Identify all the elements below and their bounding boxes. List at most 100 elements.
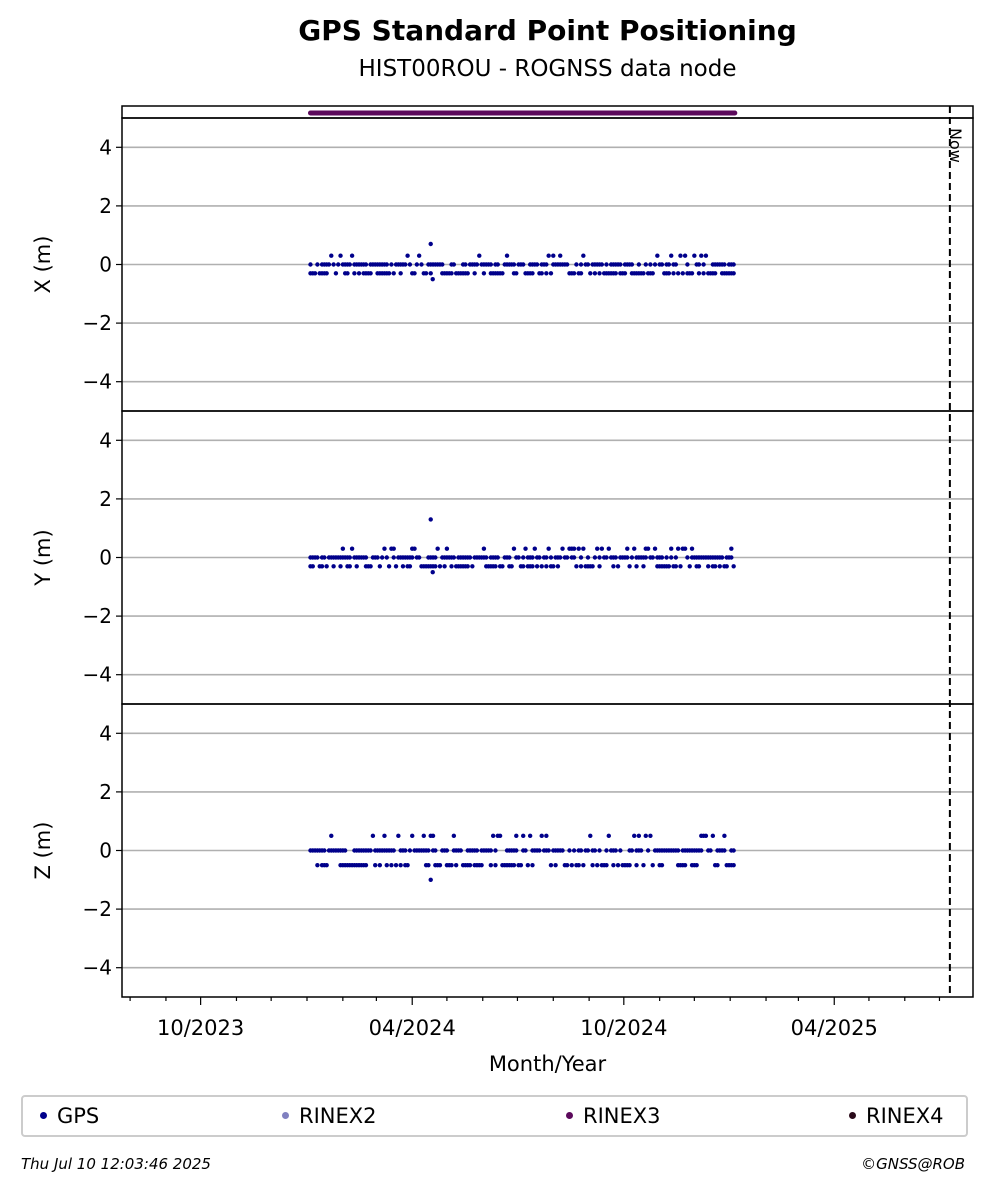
gps-data-point	[331, 564, 336, 569]
gps-data-point	[488, 262, 494, 267]
gps-data-point	[678, 564, 683, 569]
gps-data-point	[386, 564, 392, 569]
gps-data-point	[521, 262, 526, 267]
gps-data-point	[699, 848, 704, 853]
legend-marker-rinex4	[849, 1111, 856, 1119]
gps-data-point	[592, 271, 598, 276]
gps-data-point	[340, 546, 346, 551]
gps-data-point	[516, 555, 521, 560]
gps-data-point	[453, 862, 459, 868]
gps-data-point	[342, 848, 348, 853]
gps-data-point	[368, 271, 373, 276]
y-axis-label: X (m)	[31, 236, 55, 294]
gps-data-point	[435, 546, 440, 551]
gps-data-point	[678, 253, 683, 258]
gps-data-point	[722, 848, 727, 853]
gps-data-point	[634, 862, 639, 868]
gps-data-point	[581, 546, 586, 551]
gps-data-point	[410, 833, 415, 839]
gps-data-point	[523, 848, 528, 853]
gps-data-point	[576, 546, 581, 551]
y-tick-label: 0	[99, 253, 112, 277]
gps-data-point	[571, 546, 577, 551]
gps-data-point	[451, 262, 457, 267]
gps-data-point	[437, 862, 443, 868]
gps-data-point	[393, 862, 399, 868]
gps-data-point	[641, 564, 646, 569]
y-tick-label: 4	[99, 135, 112, 159]
gps-data-point	[433, 555, 438, 560]
gps-data-point	[544, 833, 549, 839]
gps-data-point	[652, 262, 658, 267]
gps-data-point	[530, 271, 535, 276]
y-tick-label: −4	[83, 370, 112, 394]
gps-data-point	[421, 833, 426, 839]
gps-data-point	[643, 833, 648, 839]
gps-data-point	[574, 564, 579, 569]
gps-data-point	[648, 262, 653, 267]
legend-marker-rinex3	[566, 1111, 573, 1119]
gps-data-point	[405, 862, 410, 868]
legend-label-rinex4: RINEX4	[866, 1104, 944, 1128]
gps-data-point	[585, 555, 591, 560]
gps-data-point	[671, 271, 676, 276]
y-tick-label: −4	[83, 663, 112, 687]
gps-data-point	[539, 564, 544, 569]
gps-data-point	[382, 833, 387, 839]
y-tick-label: −2	[83, 604, 112, 628]
gps-data-point	[426, 862, 431, 868]
y-tick-label: −2	[83, 897, 112, 921]
gps-data-point	[551, 564, 556, 569]
gps-data-point	[666, 262, 672, 267]
gps-data-point	[379, 555, 385, 560]
gps-data-point	[315, 262, 320, 267]
gps-data-point	[433, 564, 438, 569]
gps-data-point	[382, 546, 387, 551]
gps-data-point	[618, 848, 623, 853]
gps-data-point	[433, 848, 438, 853]
gps-data-point	[590, 862, 595, 868]
gps-data-point	[444, 848, 450, 853]
gps-data-point	[412, 546, 417, 551]
gps-data-point	[548, 555, 554, 560]
y-tick-label: −2	[83, 311, 112, 335]
gps-data-point	[384, 862, 389, 868]
gps-data-point	[430, 833, 436, 839]
gps-data-point	[497, 833, 503, 839]
gps-data-point	[595, 546, 600, 551]
gps-data-point	[645, 848, 651, 853]
gps-data-point	[606, 546, 611, 551]
gps-data-point	[324, 564, 329, 569]
y-tick-label: −4	[83, 956, 112, 980]
gps-data-point	[636, 262, 642, 267]
gps-data-point	[655, 253, 660, 258]
gps-data-point	[569, 862, 574, 868]
gps-data-point	[696, 271, 702, 276]
gps-data-point	[412, 271, 417, 276]
y-tick-label: 4	[99, 428, 112, 452]
gps-data-point	[699, 253, 704, 258]
gps-data-point	[405, 253, 410, 258]
gps-data-point	[638, 848, 644, 853]
gps-data-point	[403, 848, 408, 853]
gps-data-point	[338, 564, 343, 569]
gps-data-point	[488, 862, 494, 868]
gps-data-point	[324, 862, 329, 868]
gps-data-point	[548, 862, 554, 868]
gps-data-point	[391, 555, 396, 560]
gps-data-point	[386, 271, 392, 276]
gps-data-point	[689, 271, 695, 276]
gps-data-point	[729, 555, 734, 560]
gps-data-point	[622, 271, 628, 276]
gps-data-point	[664, 555, 669, 560]
gps-data-point	[675, 546, 681, 551]
gps-data-point	[338, 253, 343, 258]
gps-data-point	[472, 271, 477, 276]
gps-data-point	[682, 253, 688, 258]
gps-data-point	[377, 564, 383, 569]
gps-data-point	[458, 848, 463, 853]
gps-data-point	[703, 833, 709, 839]
gps-data-point	[523, 546, 528, 551]
gps-data-point	[363, 862, 369, 868]
gps-data-point	[544, 555, 549, 560]
